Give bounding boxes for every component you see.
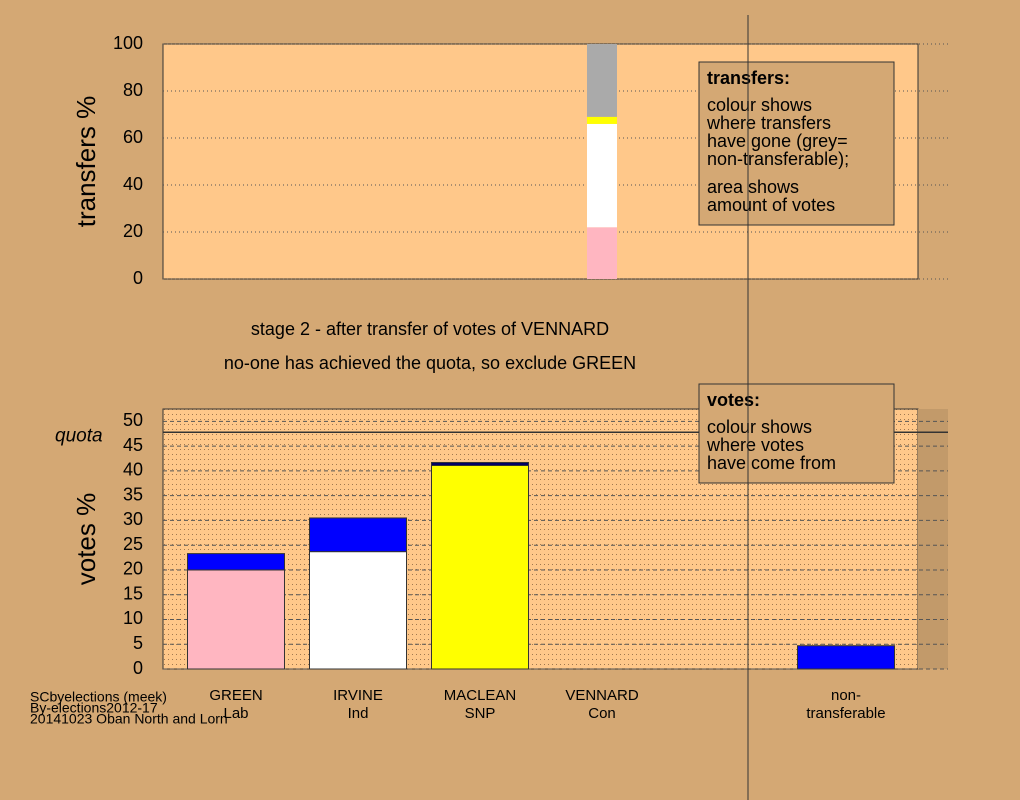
annotation-text: amount of votes — [707, 195, 835, 215]
y-tick-label: 25 — [123, 534, 143, 554]
y-tick-label: 45 — [123, 435, 143, 455]
bar-segment — [587, 123, 617, 228]
annotation-text: have gone (grey= — [707, 131, 848, 151]
bar-segment — [187, 553, 285, 571]
bar-segment — [797, 645, 895, 670]
annotation-text: colour shows — [707, 95, 812, 115]
y-tick-label: 80 — [123, 80, 143, 100]
shaded-margin — [918, 409, 948, 669]
bar-segment — [431, 461, 529, 466]
annotation-text: where transfers — [706, 113, 831, 133]
y-tick-label: 35 — [123, 484, 143, 504]
y-tick-label: 5 — [133, 633, 143, 653]
y-tick-label: 10 — [123, 608, 143, 628]
annotation-text: have come from — [707, 453, 836, 473]
bar-segment — [587, 116, 617, 124]
bar-segment — [309, 551, 407, 670]
annotation-box — [698, 383, 895, 484]
note: no-one has achieved the quota, so exclud… — [224, 353, 636, 373]
y-axis-label: transfers % — [71, 96, 101, 228]
x-tick-label: Lab — [223, 705, 248, 722]
y-tick-label: 20 — [123, 221, 143, 241]
note: stage 2 - after transfer of votes of VEN… — [251, 319, 609, 339]
quota-label: quota — [55, 425, 103, 446]
y-tick-label: 0 — [133, 268, 143, 288]
x-tick-label: IRVINE — [333, 687, 383, 704]
x-tick-label: Con — [588, 705, 616, 722]
annotation-text: area shows — [707, 177, 799, 197]
y-tick-label: 100 — [113, 33, 143, 53]
footer: By-elections2012-17 — [30, 700, 158, 716]
y-axis-label: votes % — [71, 493, 101, 586]
bar-segment — [309, 517, 407, 553]
y-tick-label: 40 — [123, 460, 143, 480]
y-tick-label: 50 — [123, 410, 143, 430]
y-tick-label: 30 — [123, 509, 143, 529]
y-tick-label: 0 — [133, 658, 143, 678]
footer: SCbyelections (meek) — [30, 689, 167, 705]
x-tick-label: GREEN — [209, 687, 262, 704]
x-tick-label: non- — [831, 687, 861, 704]
y-tick-label: 15 — [123, 583, 143, 603]
annotation-text: colour shows — [707, 417, 812, 437]
y-tick-label: 40 — [123, 174, 143, 194]
y-tick-label: 20 — [123, 559, 143, 579]
annotation-box — [698, 61, 895, 226]
annotation-text: non-transferable); — [707, 149, 849, 169]
x-tick-label: Ind — [348, 705, 369, 722]
annotation-title: transfers: — [707, 68, 790, 88]
annotation-text: where votes — [706, 435, 804, 455]
footer: 20141023 Oban North and Lorn — [30, 711, 228, 727]
bar-segment — [431, 464, 529, 670]
x-tick-label: SNP — [465, 705, 496, 722]
bar-segment — [587, 227, 617, 279]
x-tick-label: transferable — [806, 705, 885, 722]
x-tick-label: MACLEAN — [444, 687, 517, 704]
bar-segment — [187, 569, 285, 670]
annotation-title: votes: — [707, 390, 760, 410]
bar-segment — [587, 44, 617, 117]
y-tick-label: 60 — [123, 127, 143, 147]
x-tick-label: VENNARD — [565, 687, 639, 704]
